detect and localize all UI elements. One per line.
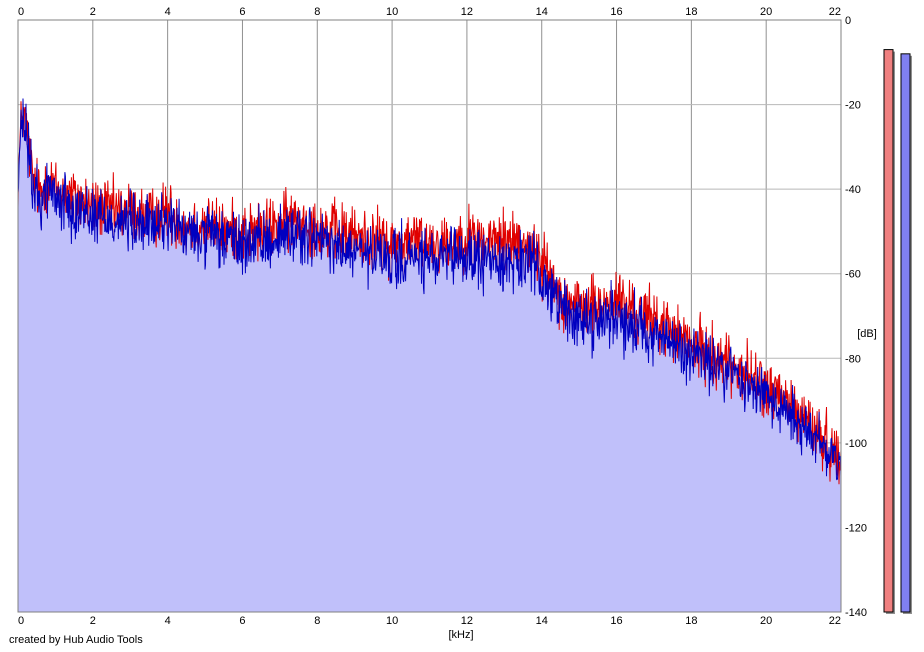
x-tick-label-top: 14 <box>536 6 548 18</box>
x-tick-label-top: 18 <box>685 6 697 18</box>
level-meter-a <box>883 49 894 613</box>
x-tick-label-top: 2 <box>90 6 96 18</box>
level-meters <box>883 49 912 615</box>
tick-labels: 002244668810101212141416161818202022220-… <box>18 6 867 627</box>
y-tick-label: 0 <box>845 15 851 27</box>
y-tick-label: -120 <box>845 522 867 534</box>
y-tick-label: -20 <box>845 100 861 112</box>
x-tick-label-top: 0 <box>18 6 24 18</box>
x-axis-label: [kHz] <box>448 629 473 641</box>
x-tick-label-top: 8 <box>314 6 320 18</box>
x-tick-label-top: 4 <box>165 6 171 18</box>
x-tick-label-bottom: 18 <box>685 615 697 627</box>
credit-text: created by Hub Audio Tools <box>9 634 143 646</box>
level-meter-b <box>900 53 911 613</box>
y-tick-label: -140 <box>845 607 867 619</box>
series-fills <box>18 98 841 613</box>
series-area-b <box>18 98 841 612</box>
x-tick-label-bottom: 10 <box>386 615 398 627</box>
y-tick-label: -80 <box>845 353 861 365</box>
series-lines <box>17 98 842 485</box>
x-tick-label-bottom: 6 <box>239 615 245 627</box>
x-tick-label-bottom: 22 <box>829 615 841 627</box>
y-tick-label: -40 <box>845 184 861 196</box>
y-axis-label: [dB] <box>857 328 877 340</box>
x-tick-label-top: 20 <box>760 6 772 18</box>
x-tick-label-top: 10 <box>386 6 398 18</box>
y-tick-label: -100 <box>845 438 867 450</box>
x-tick-label-top: 6 <box>239 6 245 18</box>
x-tick-label-bottom: 4 <box>165 615 171 627</box>
x-tick-label-bottom: 8 <box>314 615 320 627</box>
x-tick-label-bottom: 12 <box>461 615 473 627</box>
x-tick-label-bottom: 16 <box>610 615 622 627</box>
x-tick-label-top: 12 <box>461 6 473 18</box>
x-tick-label-bottom: 2 <box>90 615 96 627</box>
plot-frame <box>17 19 842 613</box>
x-tick-label-top: 22 <box>829 6 841 18</box>
x-tick-label-top: 16 <box>610 6 622 18</box>
y-tick-label: -60 <box>845 269 861 281</box>
x-tick-label-bottom: 0 <box>18 615 24 627</box>
x-tick-label-bottom: 20 <box>760 615 772 627</box>
x-tick-label-bottom: 14 <box>536 615 548 627</box>
series-line-b <box>17 98 842 481</box>
